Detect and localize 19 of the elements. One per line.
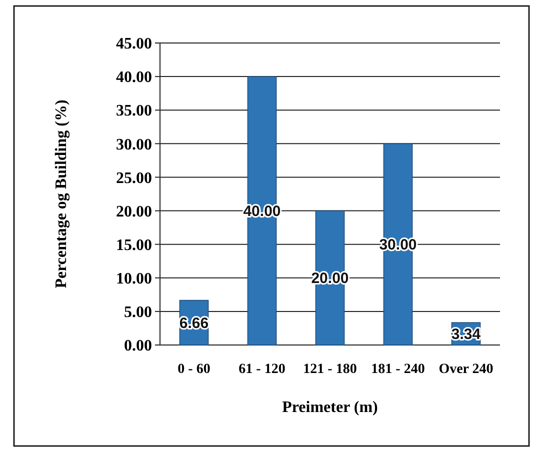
x-tick-label: 0 - 60 (178, 362, 210, 377)
y-tick-label: 20.00 (116, 203, 152, 220)
y-tick-label: 30.00 (116, 136, 152, 154)
y-tick-label: 10.00 (116, 270, 152, 288)
y-tick-label: 0.00 (124, 338, 152, 355)
y-tick-label: 15.00 (116, 236, 152, 254)
y-tick-label: 45.00 (116, 36, 152, 53)
x-tick-label: 61 - 120 (238, 362, 286, 377)
y-tick-label: 40.00 (116, 69, 152, 86)
y-tick-label: 35.00 (116, 102, 152, 120)
x-tick-label: Over 240 (438, 362, 494, 377)
x-axis-title: Preimeter (m) (282, 399, 378, 416)
data-label: 3.34 (451, 326, 482, 344)
data-label: 6.66 (179, 314, 209, 332)
x-tick-label: 181 - 240 (371, 362, 425, 377)
y-axis-title: Percentage og Building (%) (53, 100, 70, 288)
y-tick-label: 5.00 (124, 304, 152, 322)
x-tick-label: 121 - 180 (303, 362, 357, 377)
y-tick-label: 25.00 (116, 170, 152, 187)
